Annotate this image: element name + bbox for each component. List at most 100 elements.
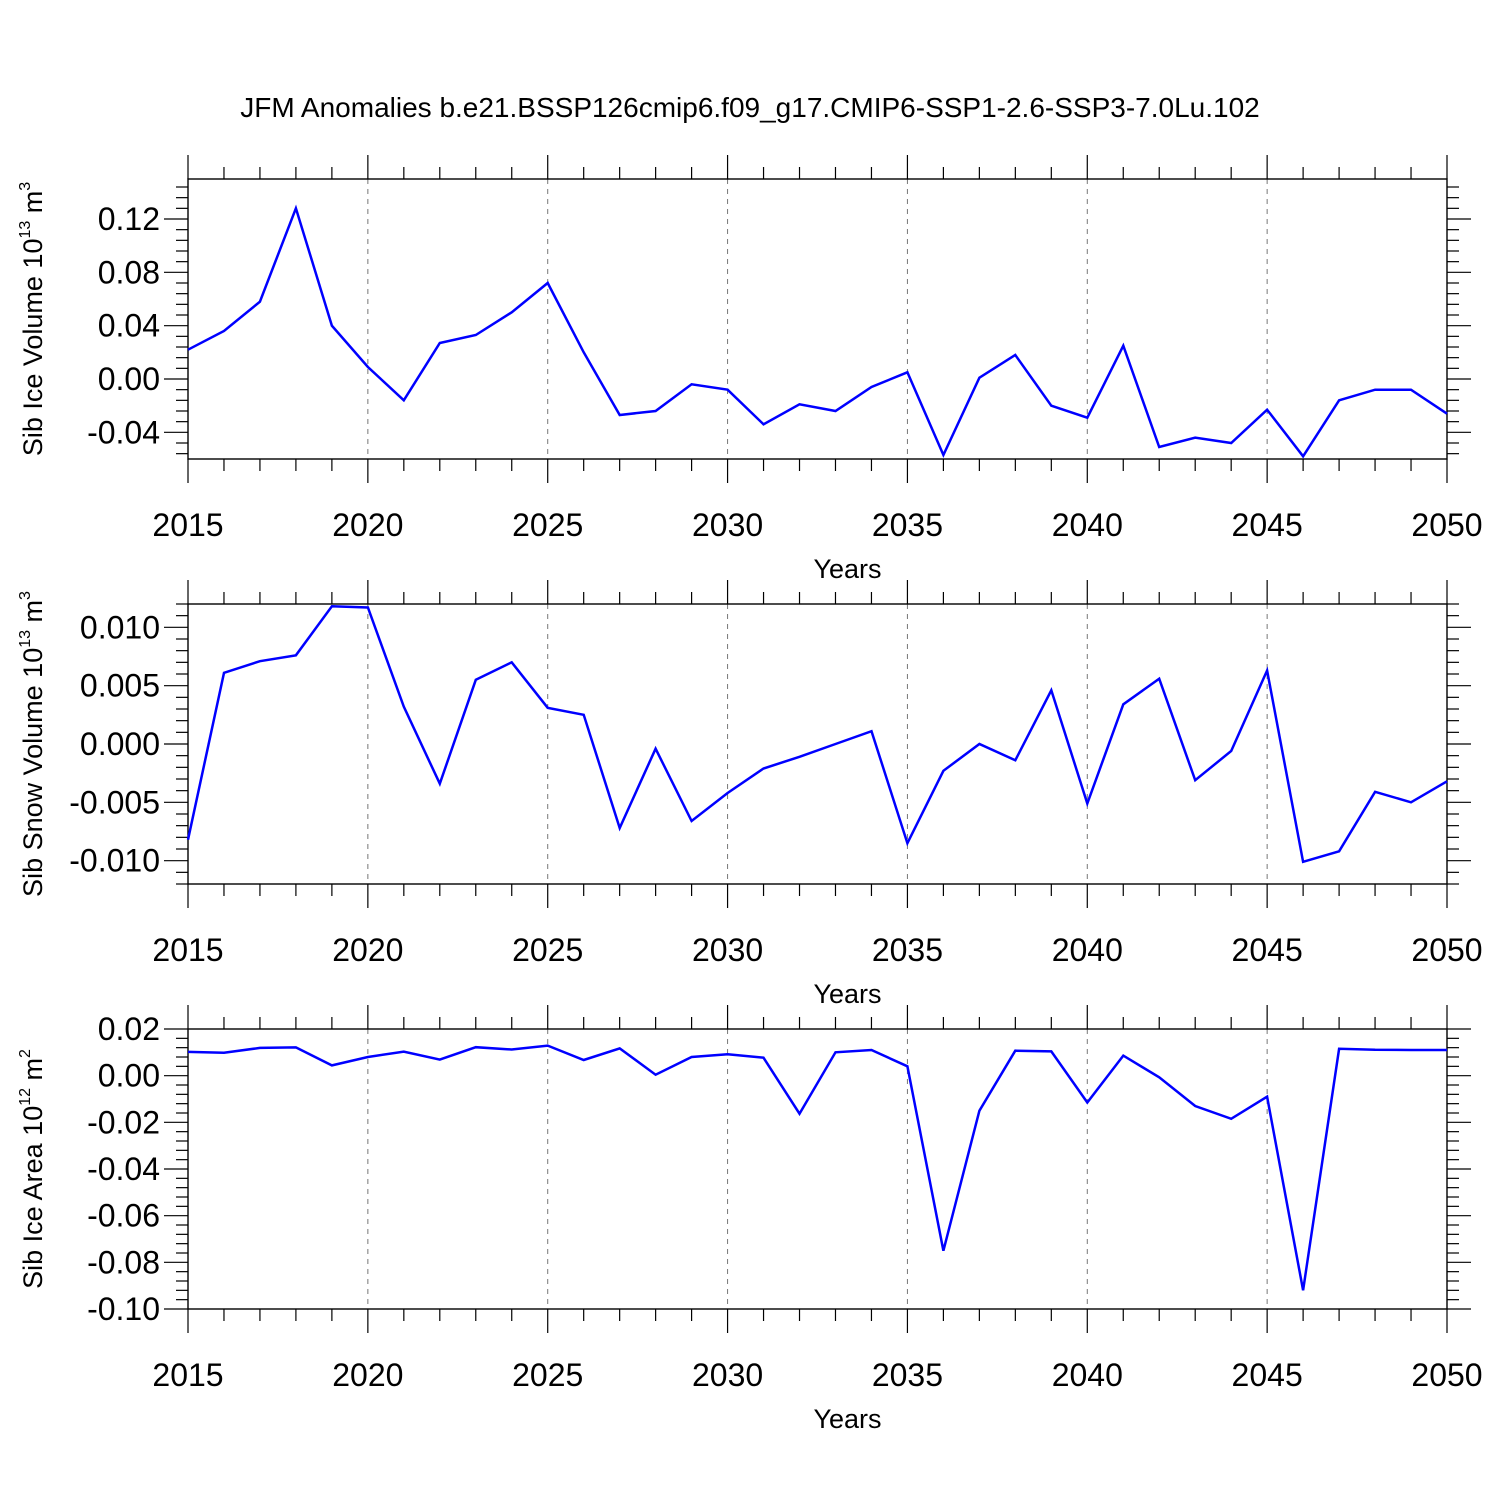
data-point bbox=[1013, 1049, 1017, 1053]
y-axis-title-unit: m bbox=[18, 1058, 48, 1088]
data-point bbox=[1409, 800, 1413, 804]
data-point bbox=[1121, 702, 1125, 706]
data-point bbox=[186, 838, 190, 842]
x-tick-label: 2035 bbox=[872, 1357, 943, 1393]
data-point bbox=[1301, 454, 1305, 458]
x-tick-label: 2030 bbox=[692, 932, 763, 968]
data-point bbox=[294, 206, 298, 210]
data-point bbox=[294, 1045, 298, 1049]
data-point bbox=[1373, 388, 1377, 392]
data-point bbox=[1085, 802, 1089, 806]
data-point bbox=[1409, 1048, 1413, 1052]
data-point bbox=[1049, 688, 1053, 692]
y-tick-label: -0.08 bbox=[87, 1244, 160, 1280]
y-axis-title-unit-sup: 3 bbox=[17, 182, 34, 191]
y-tick-label: -0.010 bbox=[69, 843, 160, 879]
x-tick-label: 2020 bbox=[332, 932, 403, 968]
x-tick-label: 2050 bbox=[1411, 507, 1482, 543]
x-tick-label: 2040 bbox=[1052, 932, 1123, 968]
data-point bbox=[294, 653, 298, 657]
panel-3: 2015 2020 2025 2030 2035 2040 2045 2050 0.02 0.00… bbox=[17, 1005, 1483, 1434]
data-point bbox=[366, 1055, 370, 1059]
y-tick-label: 0.00 bbox=[98, 1058, 160, 1094]
y-tick-label: -0.02 bbox=[87, 1104, 160, 1140]
data-point bbox=[1301, 860, 1305, 864]
data-point bbox=[798, 402, 802, 406]
data-point bbox=[1337, 1047, 1341, 1051]
plot-frame bbox=[187, 178, 1448, 460]
data-point bbox=[330, 1063, 334, 1067]
y-axis-title-unit: m bbox=[18, 191, 48, 221]
data-point bbox=[905, 370, 909, 374]
data-point bbox=[1121, 1054, 1125, 1058]
x-tick-label: 2025 bbox=[512, 1357, 583, 1393]
x-tick-label: 2035 bbox=[872, 932, 943, 968]
data-point bbox=[726, 388, 730, 392]
y-tick-label: 0.04 bbox=[98, 308, 160, 344]
x-tick-label: 2020 bbox=[332, 1357, 403, 1393]
data-point bbox=[1445, 412, 1449, 416]
data-point bbox=[905, 841, 909, 845]
data-point bbox=[833, 1050, 837, 1054]
y-tick-label: -0.06 bbox=[87, 1198, 160, 1234]
data-point bbox=[1085, 1101, 1089, 1105]
plot-frame bbox=[187, 603, 1448, 885]
data-point bbox=[330, 604, 334, 608]
x-tick-label: 2025 bbox=[512, 932, 583, 968]
data-point bbox=[977, 742, 981, 746]
data-point bbox=[726, 791, 730, 795]
data-point bbox=[1445, 1048, 1449, 1052]
y-tick-label: 0.000 bbox=[80, 726, 160, 762]
y-axis-title-unit-sup: 2 bbox=[17, 1049, 34, 1058]
data-point bbox=[905, 1064, 909, 1068]
y-axis-title-text: Sib Ice Area 10 bbox=[18, 1106, 48, 1289]
x-tick-label: 2045 bbox=[1232, 932, 1303, 968]
y-axis-title-text: Sib Snow Volume 10 bbox=[18, 648, 48, 897]
data-point bbox=[474, 678, 478, 682]
y-tick-label: 0.08 bbox=[98, 254, 160, 290]
data-point bbox=[1373, 1048, 1377, 1052]
data-point bbox=[1229, 749, 1233, 753]
data-point bbox=[222, 1051, 226, 1055]
data-point bbox=[1013, 758, 1017, 762]
data-point bbox=[582, 350, 586, 354]
data-point bbox=[1049, 1049, 1053, 1053]
panel-2: 2015 2020 2025 2030 2035 2040 2045 2050 0.010 0.0… bbox=[17, 580, 1483, 1009]
data-point bbox=[438, 341, 442, 345]
data-point bbox=[762, 767, 766, 771]
x-tick-label: 2045 bbox=[1232, 1357, 1303, 1393]
data-point bbox=[330, 324, 334, 328]
data-point bbox=[510, 660, 514, 664]
y-axis-title-unit: m bbox=[18, 600, 48, 630]
data-point bbox=[222, 329, 226, 333]
x-tick-label: 2030 bbox=[692, 507, 763, 543]
data-point bbox=[402, 705, 406, 709]
data-point bbox=[186, 348, 190, 352]
data-point bbox=[941, 1249, 945, 1253]
data-point bbox=[1157, 1075, 1161, 1079]
data-point bbox=[833, 409, 837, 413]
y-axis-title-sup: 12 bbox=[17, 1088, 34, 1106]
data-point bbox=[186, 1050, 190, 1054]
data-point bbox=[1265, 1095, 1269, 1099]
y-axis-title-sup: 13 bbox=[17, 221, 34, 239]
data-point bbox=[1157, 677, 1161, 681]
data-point bbox=[1265, 408, 1269, 412]
data-point bbox=[258, 300, 262, 304]
y-tick-label: 0.12 bbox=[98, 201, 160, 237]
data-point bbox=[1121, 344, 1125, 348]
series-line bbox=[186, 605, 1448, 864]
data-point bbox=[654, 409, 658, 413]
x-axis-title: Years bbox=[813, 1404, 881, 1434]
data-point bbox=[762, 422, 766, 426]
y-tick-label: 0.02 bbox=[98, 1011, 160, 1047]
x-tick-label: 2030 bbox=[692, 1357, 763, 1393]
x-tick-label: 2050 bbox=[1411, 1357, 1482, 1393]
data-point bbox=[1337, 849, 1341, 853]
x-tick-label: 2035 bbox=[872, 507, 943, 543]
data-point bbox=[977, 376, 981, 380]
data-point bbox=[618, 413, 622, 417]
y-axis-title-sup: 13 bbox=[17, 630, 34, 648]
data-point bbox=[258, 1046, 262, 1050]
data-point bbox=[258, 659, 262, 663]
